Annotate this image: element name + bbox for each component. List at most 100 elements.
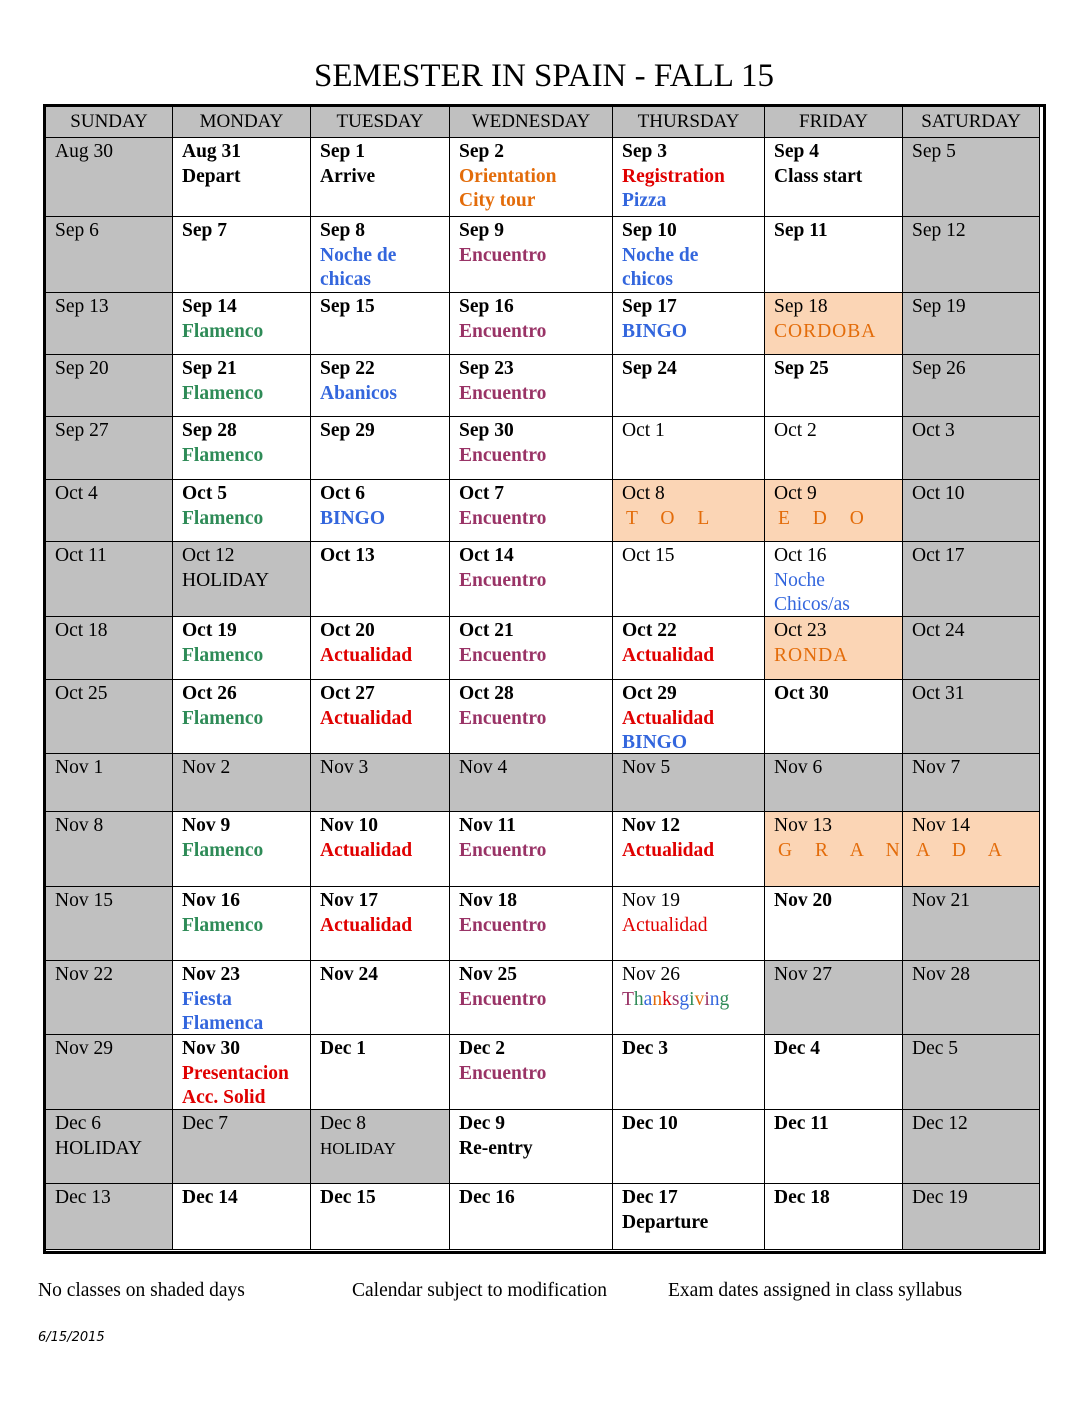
day-date: Sep 1 [320,141,365,162]
day-date: Sep 10 [622,220,677,241]
day-cell: Sep 17 BINGO [613,293,765,355]
day-cell: Nov 17 Actualidad [311,887,450,961]
day-date: Nov 16 [182,890,240,911]
day-cell: Nov 7 [903,754,1040,812]
day-cell: Sep 8 Noche de chicas [311,217,450,293]
day-cell: Oct 30 [765,680,903,754]
day-cell: Nov 18 Encuentro [450,887,613,961]
day-event: Noche de [622,244,699,266]
day-event: Noche de [320,244,397,266]
day-cell: Oct 9 E D O [765,480,903,542]
day-cell: Sep 1 Arrive [311,138,450,217]
day-event: Encuentro [459,507,547,529]
day-date: Oct 18 [55,620,108,641]
day-cell: Oct 17 [903,542,1040,617]
day-date: Sep 7 [182,220,227,241]
day-cell: Nov 8 [46,812,173,887]
day-date: Aug 31 [182,141,242,162]
column-header: FRIDAY [765,107,903,138]
day-date: Aug 30 [55,141,113,162]
day-event: Actualidad [622,644,715,666]
day-event: Chicos/as [774,594,850,615]
day-cell: Sep 5 [903,138,1040,217]
day-date: Nov 11 [459,815,516,836]
day-cell: Dec 16 [450,1184,613,1250]
day-date: Dec 5 [912,1038,959,1059]
day-date: Oct 16 [774,545,827,566]
day-date: Oct 12 [182,545,235,566]
day-date: Sep 9 [459,220,504,241]
day-cell: Dec 15 [311,1184,450,1250]
day-cell: Nov 3 [311,754,450,812]
day-cell: Oct 20 Actualidad [311,617,450,680]
calendar-frame [43,104,1046,1254]
day-event: Flamenco [182,444,264,466]
day-event: Registration [622,165,725,187]
day-cell: Sep 9 Encuentro [450,217,613,293]
day-cell: Dec 7 [173,1110,311,1184]
day-cell: Sep 18 CORDOBA [765,293,903,355]
day-cell: Oct 10 [903,480,1040,542]
day-event: Actualidad [622,839,715,861]
day-cell: Nov 11 Encuentro [450,812,613,887]
day-date: Oct 15 [622,545,675,566]
column-header: WEDNESDAY [450,107,613,138]
day-cell: Dec 19 [903,1184,1040,1250]
day-date: Oct 25 [55,683,108,704]
day-cell: Nov 20 [765,887,903,961]
day-cell: Sep 11 [765,217,903,293]
day-date: Sep 30 [459,420,514,441]
day-cell: Aug 31 Depart [173,138,311,217]
day-event: Re-entry [459,1137,533,1159]
day-date: Nov 30 [182,1038,240,1059]
day-date: Sep 27 [55,420,109,441]
day-event: Flamenca [182,1013,264,1034]
day-event: Actualidad [320,644,413,666]
day-date: Sep 16 [459,296,514,317]
day-cell: Oct 27 Actualidad [311,680,450,754]
day-cell: Nov 6 [765,754,903,812]
day-date: Nov 27 [774,964,832,985]
day-event: Depart [182,165,241,187]
day-date: Sep 19 [912,296,966,317]
day-event: Encuentro [459,839,547,861]
day-date: Nov 12 [622,815,680,836]
day-cell: Dec 9 Re-entry [450,1110,613,1184]
day-cell: Nov 21 [903,887,1040,961]
day-cell: Dec 10 [613,1110,765,1184]
day-cell: Dec 13 [46,1184,173,1250]
day-cell: Nov 28 [903,961,1040,1035]
day-date: Sep 12 [912,220,966,241]
day-event: Orientation [459,165,557,187]
footer-note: Calendar subject to modification [352,1280,608,1301]
day-cell: Sep 14 Flamenco [173,293,311,355]
day-cell: Nov 30 Presentacion Acc. Solid [173,1035,311,1110]
day-event: Departure [622,1211,709,1233]
day-event: Actualidad [320,707,413,729]
day-cell: Dec 8 HOLIDAY [311,1110,450,1184]
day-date: Nov 13 [774,815,832,836]
day-date: Oct 29 [622,683,677,704]
day-date: Dec 7 [182,1113,229,1134]
day-event: CORDOBA [774,320,877,342]
day-cell: Oct 26 Flamenco [173,680,311,754]
day-event: Acc. Solid [182,1087,266,1108]
day-cell: Nov 19 Actualidad [613,887,765,961]
day-cell: Nov 4 [450,754,613,812]
day-date: Dec 4 [774,1038,821,1059]
day-cell: Oct 7 Encuentro [450,480,613,542]
day-event: Actualidad [622,707,715,729]
day-cell: Sep 6 [46,217,173,293]
day-cell: Oct 14 Encuentro [450,542,613,617]
day-date: Oct 17 [912,545,965,566]
day-date: Oct 24 [912,620,965,641]
day-date: Dec 10 [622,1113,678,1134]
day-date: Oct 19 [182,620,237,641]
day-cell: Sep 23 Encuentro [450,355,613,417]
footer-note: No classes on shaded days [38,1280,245,1301]
day-date: Sep 20 [55,358,109,379]
day-cell: Aug 30 [46,138,173,217]
day-cell: Oct 23 RONDA [765,617,903,680]
day-cell: Sep 27 [46,417,173,480]
